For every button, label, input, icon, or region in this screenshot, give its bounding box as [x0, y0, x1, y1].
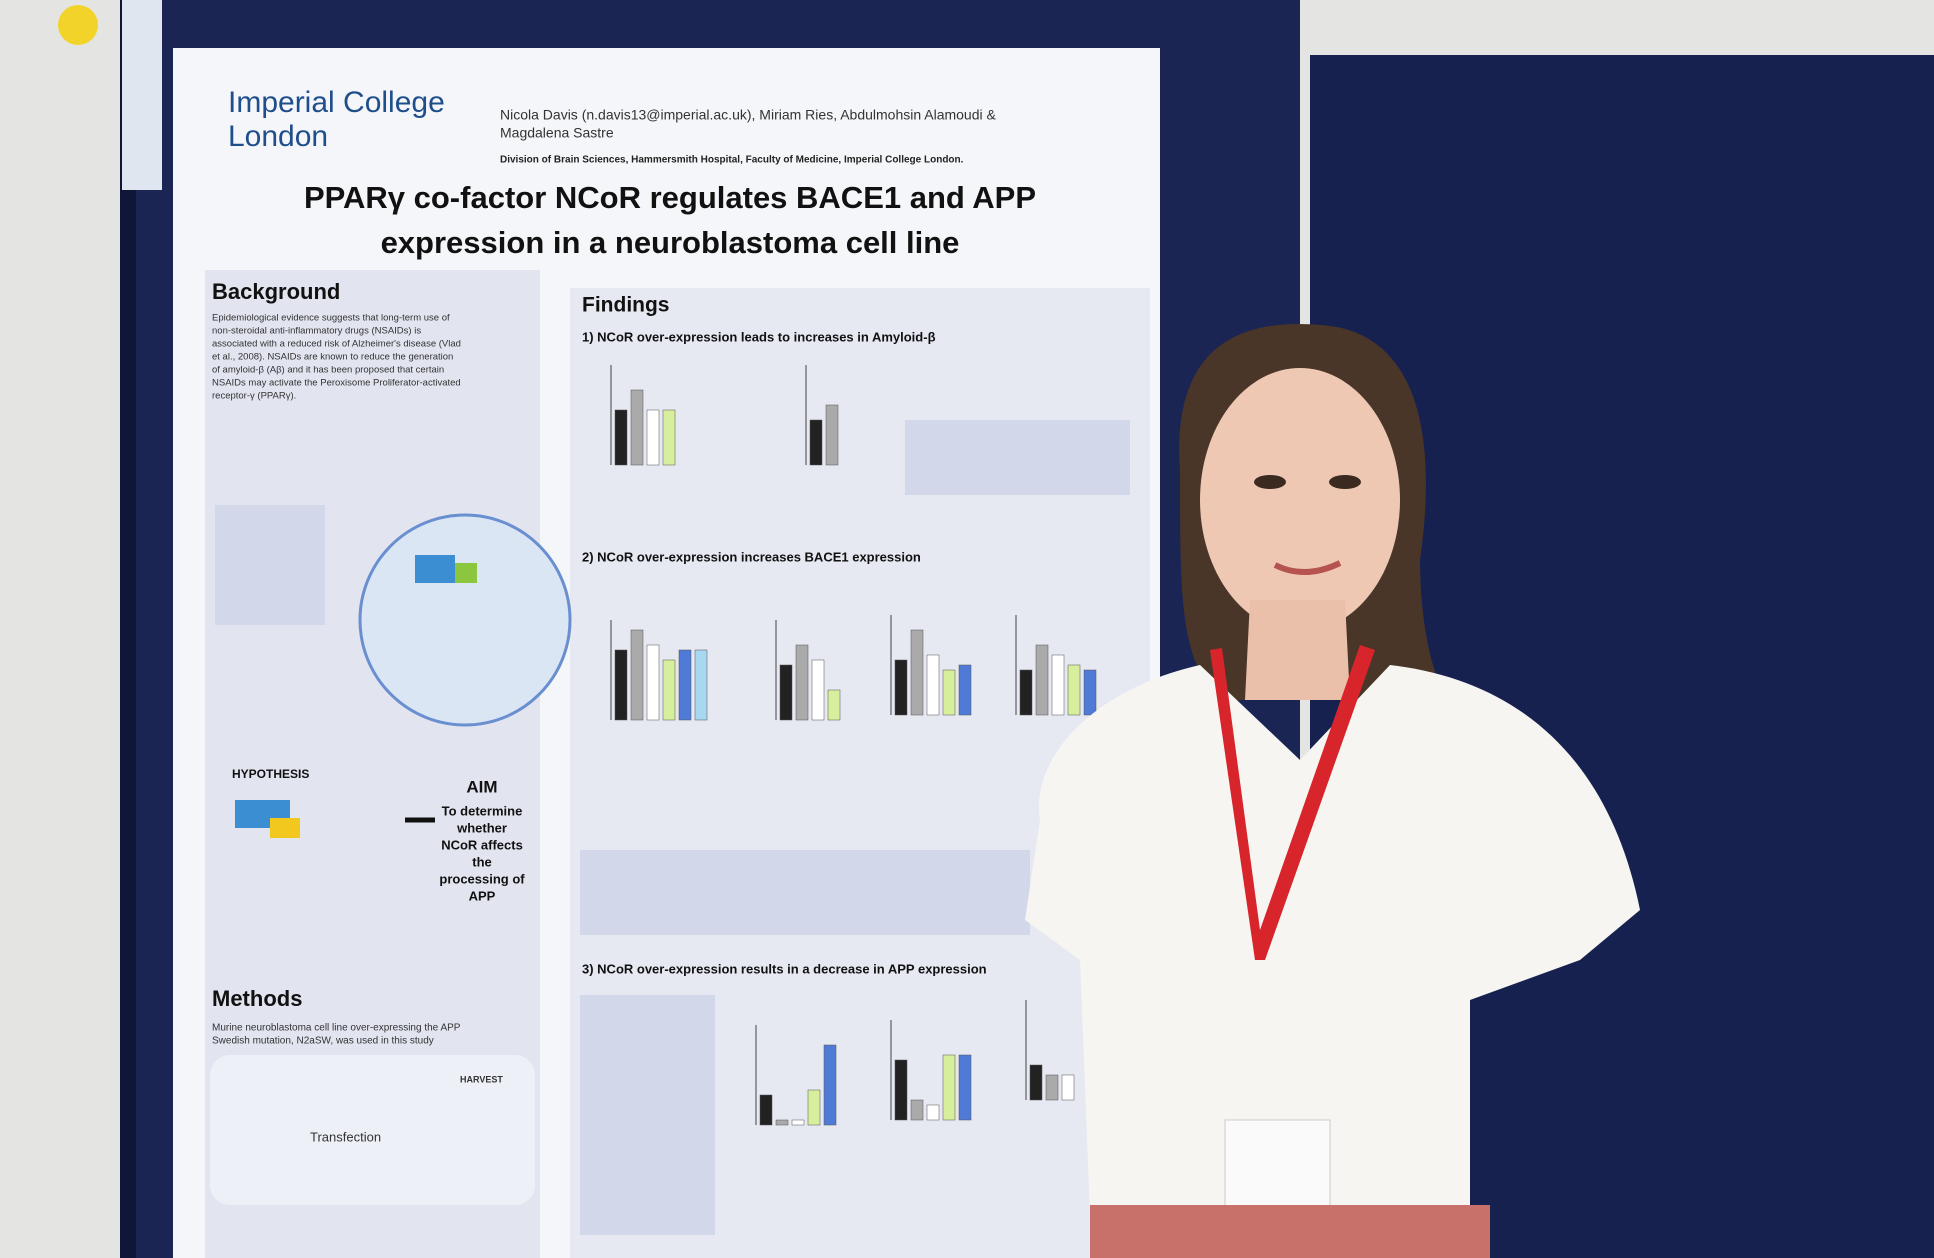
figure-bar — [1035, 644, 1049, 716]
aim-text: NCoR affects — [441, 837, 523, 852]
figure-bar — [958, 1054, 972, 1121]
background-text: of amyloid-β (Aβ) and it has been propos… — [212, 365, 444, 376]
finding-heading: 1) NCoR over-expression leads to increas… — [582, 329, 936, 344]
figure-bar — [694, 649, 708, 721]
hypothesis-label: HYPOTHESIS — [232, 767, 309, 781]
eye — [1329, 475, 1361, 489]
figure-bar — [894, 659, 908, 716]
figure-bar — [1019, 669, 1033, 716]
sticker — [58, 5, 98, 45]
neck — [1245, 600, 1350, 700]
figure-bar — [827, 689, 841, 721]
methods-text: Murine neuroblastoma cell line over-expr… — [212, 1023, 461, 1034]
poster-title: PPARγ co-factor NCoR regulates BACE1 and… — [304, 180, 1036, 215]
trousers — [1090, 1205, 1490, 1258]
figure-bar — [630, 389, 644, 466]
section-heading: Findings — [582, 294, 670, 317]
diagram-label: Transfection — [310, 1129, 381, 1144]
figure-bar — [646, 644, 660, 721]
figure-bar — [1029, 1064, 1043, 1101]
figure-bar — [614, 649, 628, 721]
authors: Nicola Davis (n.davis13@imperial.ac.uk),… — [500, 107, 997, 123]
figure-bar — [614, 409, 628, 466]
background-text: Epidemiological evidence suggests that l… — [212, 313, 450, 324]
figure-bar — [791, 1119, 805, 1126]
figure-bar — [910, 629, 924, 716]
poster-title: expression in a neuroblastoma cell line — [381, 225, 960, 260]
rxr-block — [455, 563, 477, 583]
figure-bar — [823, 1044, 837, 1126]
finding-heading: 2) NCoR over-expression increases BACE1 … — [582, 549, 921, 564]
figure-bar — [759, 1094, 773, 1126]
background-text: receptor-γ (PPARγ). — [212, 391, 296, 402]
cell-diagram — [358, 513, 572, 727]
diagram-label: HARVEST — [460, 1074, 503, 1084]
background-text: associated with a reduced risk of Alzhei… — [212, 339, 461, 350]
figure-bar — [662, 659, 676, 721]
figure-bar — [1083, 669, 1097, 716]
aim-heading: AIM — [466, 777, 497, 796]
shirt — [1025, 665, 1640, 1215]
board-edge — [120, 0, 136, 1258]
note-box-1 — [905, 420, 1130, 495]
aim-text: processing of — [439, 871, 525, 886]
person — [1025, 324, 1640, 1258]
mouth — [1273, 560, 1342, 576]
background-text: et al., 2008). NSAIDs are known to reduc… — [212, 352, 453, 363]
background-text: non-steroidal anti-inflammatory drugs (N… — [212, 326, 421, 337]
note-box — [215, 505, 325, 625]
logo: London — [228, 120, 328, 153]
figure-bar — [1051, 654, 1065, 716]
aim-text: whether — [456, 820, 507, 835]
figure-bar — [942, 669, 956, 716]
affiliation: Division of Brain Sciences, Hammersmith … — [500, 155, 964, 166]
section-heading: Background — [212, 279, 340, 304]
authors: Magdalena Sastre — [500, 125, 614, 141]
finding-heading: 3) NCoR over-expression results in a dec… — [582, 961, 987, 976]
methods-text: Swedish mutation, N2aSW, was used in thi… — [212, 1036, 434, 1047]
figure-bar — [910, 1099, 924, 1121]
figure-bar — [1061, 1074, 1075, 1101]
figure-bar — [1067, 664, 1081, 716]
ncor-icon — [270, 818, 300, 838]
figure-bar — [926, 1104, 940, 1121]
background-text: NSAIDs may activate the Peroxisome Proli… — [212, 378, 461, 389]
note-box-2 — [580, 850, 1030, 935]
figure-bar — [678, 649, 692, 721]
ppar-block — [415, 555, 455, 583]
note-box-3 — [580, 995, 715, 1235]
figure-bar — [807, 1089, 821, 1126]
aim-text: the — [472, 854, 492, 869]
aim-text: APP — [469, 888, 496, 903]
chart-figures — [610, 365, 1097, 1126]
aim-text: To determine — [442, 803, 523, 818]
tape — [122, 0, 162, 190]
lanyard — [1210, 645, 1375, 960]
eye — [1254, 475, 1286, 489]
figure-bar — [894, 1059, 908, 1121]
figure-bar — [825, 404, 839, 466]
figure-bar — [779, 664, 793, 721]
figure-bar — [775, 1119, 789, 1126]
figure-bar — [1045, 1074, 1059, 1101]
figure-bar — [646, 409, 660, 466]
figure-bar — [942, 1054, 956, 1121]
figure-bar — [662, 409, 676, 466]
figure-bar — [809, 419, 823, 466]
logo: Imperial College — [228, 86, 445, 119]
figure-bar — [811, 659, 825, 721]
figure-bar — [795, 644, 809, 721]
methods-diagram — [210, 1055, 535, 1205]
figure-bar — [958, 664, 972, 716]
figure-bar — [926, 654, 940, 716]
section-heading: Methods — [212, 986, 302, 1011]
face — [1200, 368, 1400, 632]
figure-bar — [630, 629, 644, 721]
